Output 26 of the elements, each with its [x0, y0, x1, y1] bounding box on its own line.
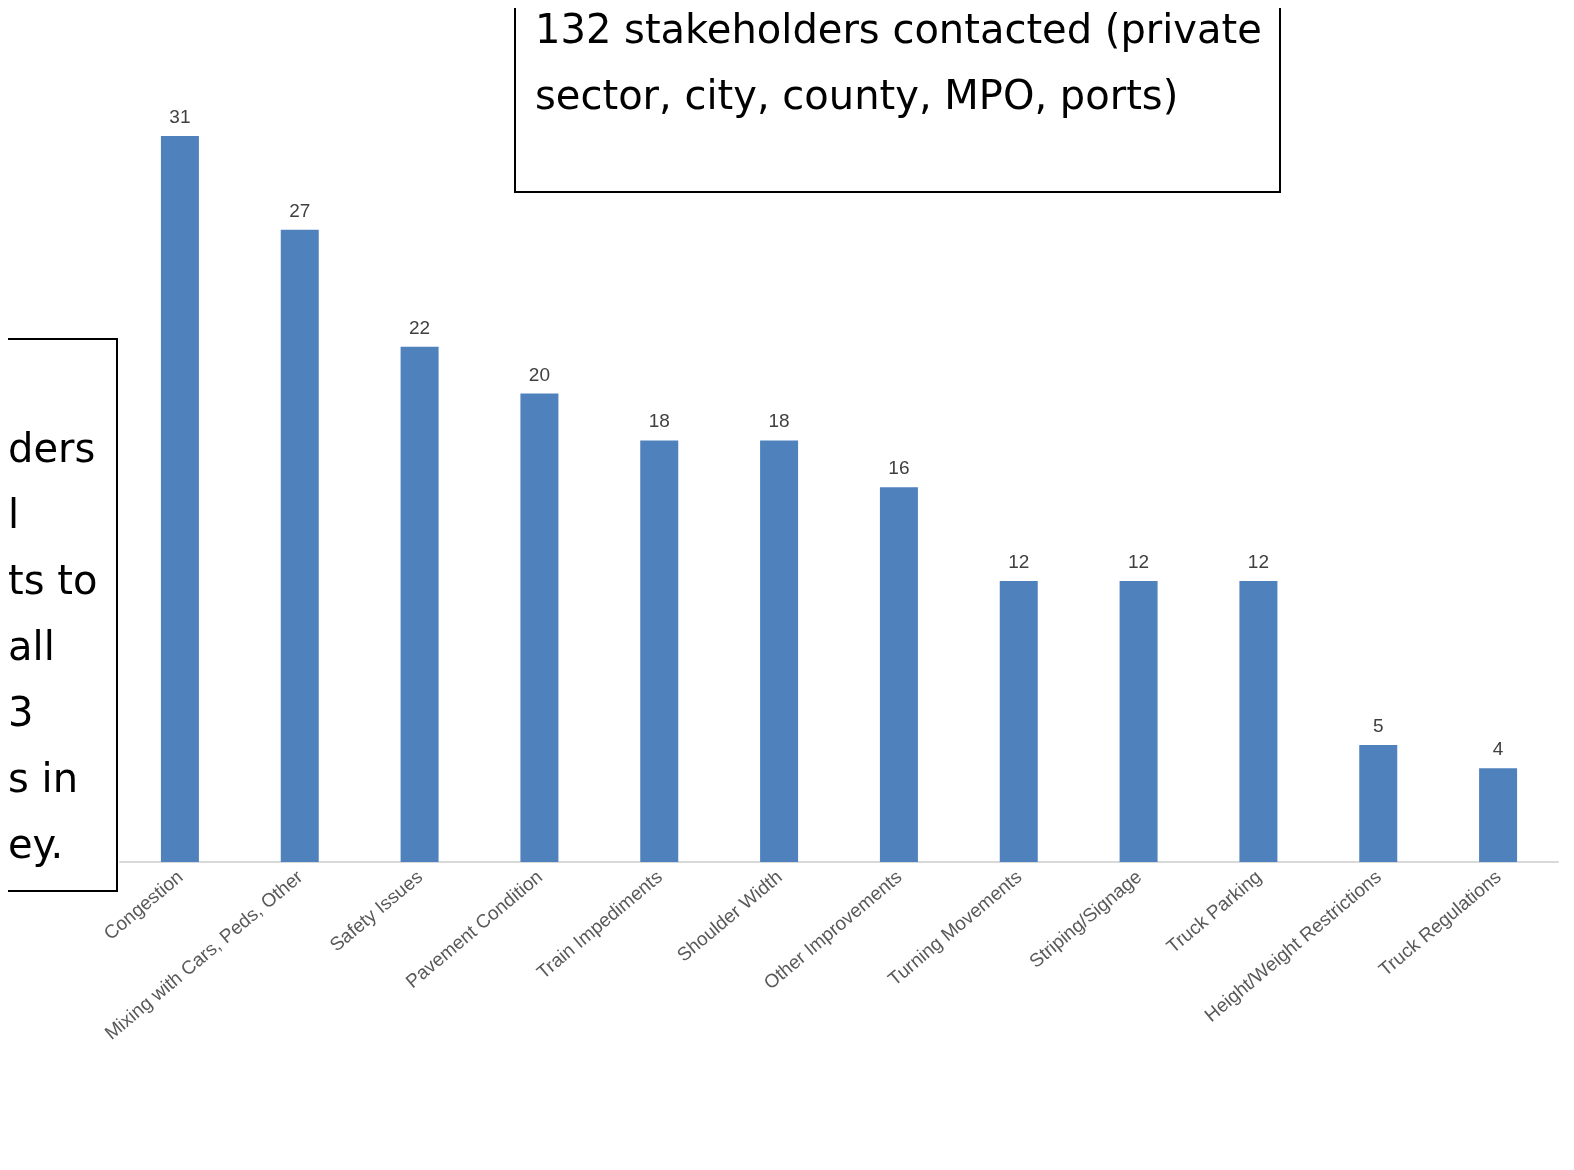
- bar: [400, 346, 439, 862]
- bar: [1479, 768, 1518, 862]
- data-label: 20: [528, 363, 550, 385]
- bar: [760, 440, 799, 862]
- bar: [879, 487, 918, 862]
- data-label: 5: [1372, 714, 1384, 736]
- data-label: 16: [888, 457, 910, 479]
- data-label: 18: [648, 410, 670, 432]
- bar: [520, 393, 559, 862]
- bar: [280, 229, 319, 862]
- bar: [160, 136, 199, 862]
- data-label: 31: [169, 106, 191, 127]
- bar: [999, 580, 1038, 862]
- text: ders l ts to all 3 s in ey.: [8, 425, 98, 867]
- bar: [1119, 580, 1158, 862]
- data-label: 27: [289, 199, 311, 221]
- bar: [640, 440, 679, 862]
- data-label: 12: [1008, 550, 1030, 572]
- bar: [1359, 744, 1398, 862]
- data-label: 12: [1128, 550, 1150, 572]
- text: 132 stakeholders contacted (private sector, city, county, MPO, ports): [535, 6, 1262, 118]
- bar: [1239, 580, 1278, 862]
- data-label: 22: [409, 316, 431, 338]
- data-label: 12: [1247, 550, 1269, 572]
- data-label: 18: [768, 410, 790, 432]
- data-label: 4: [1492, 738, 1504, 760]
